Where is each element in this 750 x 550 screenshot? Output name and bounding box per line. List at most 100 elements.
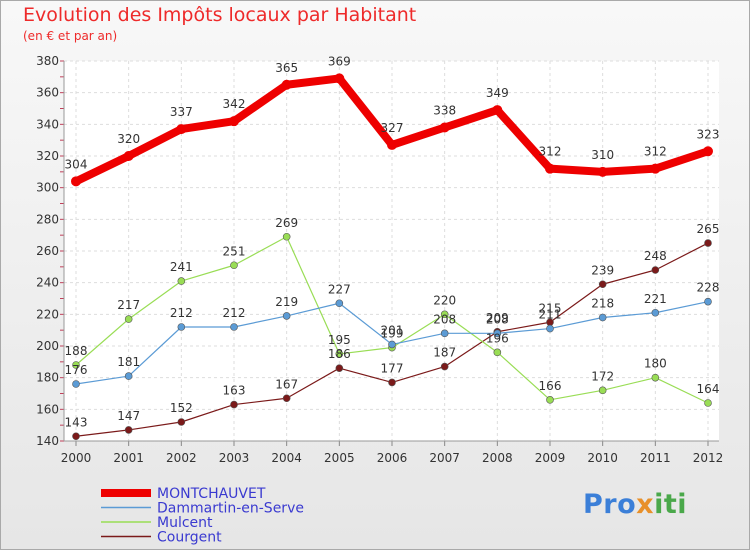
data-point	[72, 361, 80, 369]
data-point	[546, 396, 554, 404]
data-point	[230, 400, 238, 409]
data-point	[597, 166, 608, 177]
data-label: 199	[381, 327, 404, 341]
data-label: 163	[223, 384, 246, 398]
data-label: 208	[486, 312, 509, 326]
data-point	[335, 364, 344, 372]
y-tick-label: 200	[36, 339, 59, 353]
data-point	[282, 232, 291, 241]
y-tick-label: 300	[36, 181, 59, 195]
data-label: 221	[644, 292, 667, 306]
data-label: 209	[486, 311, 509, 325]
data-label: 323	[697, 127, 720, 141]
data-point	[71, 176, 81, 187]
data-point	[703, 146, 713, 157]
data-label: 310	[591, 148, 614, 162]
y-tick-label: 280	[36, 212, 59, 226]
data-point	[72, 380, 80, 388]
data-point	[439, 122, 450, 133]
y-tick-label: 240	[36, 276, 59, 290]
data-point	[124, 426, 133, 434]
data-label: 143	[65, 415, 88, 429]
proxiti-logo: Proxiti	[583, 489, 687, 520]
data-point	[230, 323, 238, 331]
data-point	[230, 261, 238, 270]
data-label: 219	[275, 295, 298, 309]
data-label: 342	[223, 97, 246, 111]
data-point	[177, 323, 186, 331]
chart-subtitle: (en € et par an)	[23, 29, 118, 43]
data-label: 251	[223, 244, 246, 258]
data-label: 188	[65, 344, 88, 358]
data-point	[282, 394, 291, 403]
data-point	[651, 266, 660, 274]
data-label: 147	[117, 409, 140, 423]
data-label: 217	[117, 298, 140, 312]
x-tick-label: 2000	[61, 451, 92, 465]
x-tick-label: 2011	[640, 451, 671, 465]
data-point	[651, 373, 660, 382]
data-point	[651, 308, 660, 317]
data-point	[704, 239, 712, 247]
legend-label-1: Dammartin-en-Serve	[157, 501, 304, 517]
data-label: 181	[117, 355, 140, 369]
data-point	[598, 386, 607, 395]
data-point	[176, 124, 187, 135]
data-point	[388, 378, 396, 387]
data-label: 320	[117, 132, 140, 146]
x-tick-label: 2008	[482, 451, 513, 465]
data-label: 176	[65, 363, 88, 377]
data-point	[492, 105, 503, 116]
data-label: 167	[275, 377, 298, 391]
x-tick-label: 2006	[377, 451, 408, 465]
data-label: 164	[697, 382, 720, 396]
data-label: 195	[328, 333, 351, 347]
data-label: 365	[275, 61, 298, 75]
data-label: 152	[170, 401, 193, 415]
x-tick-label: 2010	[587, 451, 618, 465]
legend-label-3: Courgent	[157, 530, 222, 546]
data-label: 196	[486, 331, 509, 345]
data-point	[229, 116, 239, 127]
y-tick-label: 160	[36, 402, 59, 416]
x-tick-label: 2004	[271, 451, 302, 465]
data-label: 212	[223, 306, 246, 320]
y-tick-label: 260	[36, 244, 59, 258]
data-label: 186	[328, 347, 351, 361]
chart-title: Evolution des Impôts locaux par Habitant	[23, 4, 417, 26]
x-tick-label: 2009	[535, 451, 566, 465]
data-label: 180	[644, 357, 667, 371]
data-point	[704, 399, 712, 407]
data-point	[335, 299, 344, 308]
data-point	[72, 432, 80, 441]
data-point	[493, 348, 502, 357]
legend-label-2: Mulcent	[157, 515, 213, 531]
y-tick-label: 360	[36, 86, 59, 100]
y-tick-label: 340	[36, 117, 59, 131]
x-tick-label: 2003	[219, 451, 250, 465]
data-point	[546, 324, 554, 333]
data-label: 215	[539, 301, 562, 315]
data-label: 211	[539, 308, 562, 322]
data-label: 166	[539, 379, 562, 393]
x-tick-label: 2012	[693, 451, 724, 465]
data-label: 187	[433, 346, 456, 360]
data-point	[493, 329, 502, 338]
data-label: 177	[381, 361, 404, 375]
x-tick-label: 2002	[166, 451, 197, 465]
y-tick-label: 180	[36, 371, 59, 385]
data-point	[282, 312, 291, 320]
data-point	[124, 315, 133, 323]
data-label: 337	[170, 105, 193, 119]
y-tick-label: 320	[36, 149, 59, 163]
data-point	[177, 418, 186, 426]
data-point	[388, 340, 396, 349]
data-point	[334, 73, 345, 84]
data-label: 220	[433, 293, 456, 307]
y-tick-label: 220	[36, 307, 59, 321]
data-label: 349	[486, 86, 509, 100]
data-point	[281, 79, 292, 90]
data-label: 248	[644, 249, 667, 263]
data-label: 241	[170, 260, 193, 274]
data-label: 201	[381, 323, 404, 337]
